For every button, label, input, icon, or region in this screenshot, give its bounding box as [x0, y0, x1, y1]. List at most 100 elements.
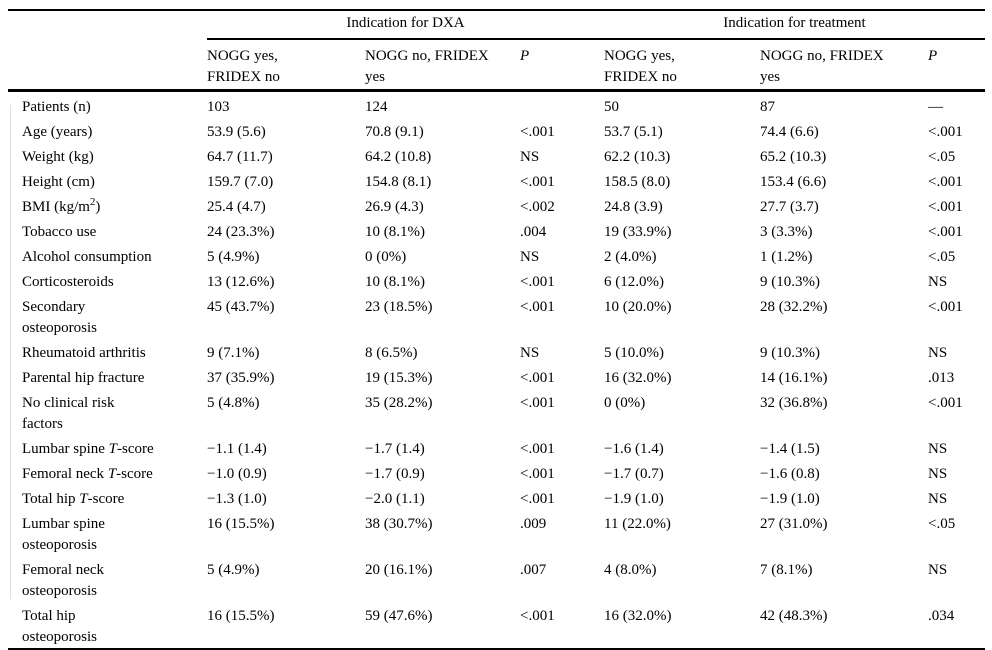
- table-row: Rheumatoid arthritis 9 (7.1%) 8 (6.5%) N…: [8, 339, 985, 364]
- cell: .004: [520, 223, 547, 240]
- cell: 74.4 (6.6): [760, 123, 819, 140]
- row-label: Weight (kg): [22, 148, 94, 165]
- cell: 20 (16.1%): [365, 561, 433, 578]
- cell: 16 (15.5%): [207, 515, 275, 532]
- cell: <.001: [928, 173, 963, 190]
- cell: 6 (12.0%): [604, 273, 664, 290]
- table-row: Secondary osteoporosis 45 (43.7%) 23 (18.…: [8, 293, 985, 339]
- group-header-treatment: Indication for treatment: [604, 10, 985, 40]
- cell: 38 (30.7%): [365, 515, 433, 532]
- group-header-row: Indication for DXA Indication for treatm…: [8, 10, 985, 40]
- cell: 159.7 (7.0): [207, 173, 274, 190]
- cell: NS: [520, 148, 540, 165]
- comparison-table: Indication for DXA Indication for treatm…: [8, 9, 985, 650]
- cell: −1.9 (1.0): [760, 490, 820, 507]
- cell: 153.4 (6.6): [760, 173, 827, 190]
- cell: .007: [520, 561, 547, 578]
- cell: 9 (10.3%): [760, 273, 820, 290]
- cell: −2.0 (1.1): [365, 490, 425, 507]
- row-label: Femoral neck osteoporosis: [22, 561, 105, 599]
- cell: −1.1 (1.4): [207, 440, 267, 457]
- cell: 53.9 (5.6): [207, 123, 266, 140]
- cell: <.001: [928, 123, 963, 140]
- cell: <.05: [928, 515, 956, 532]
- cell: 19 (15.3%): [365, 369, 433, 386]
- table-row: Height (cm) 159.7 (7.0) 154.8 (8.1) <.00…: [8, 168, 985, 193]
- row-label: Height (cm): [22, 173, 95, 190]
- cell: 87: [760, 98, 775, 115]
- row-label: Lumbar spine osteoporosis: [22, 515, 105, 553]
- table-row: Total hip T-score −1.3 (1.0) −2.0 (1.1) …: [8, 485, 985, 510]
- cell: 70.8 (9.1): [365, 123, 424, 140]
- cell: 13 (12.6%): [207, 273, 275, 290]
- table-row: Tobacco use 24 (23.3%) 10 (8.1%) .004 19…: [8, 218, 985, 243]
- table-row: Age (years) 53.9 (5.6) 70.8 (9.1) <.001 …: [8, 118, 985, 143]
- cell: .013: [928, 369, 955, 386]
- table-row: BMI (kg/m2) 25.4 (4.7) 26.9 (4.3) <.002 …: [8, 193, 985, 218]
- cell: <.001: [928, 223, 963, 240]
- cell: <.001: [928, 394, 963, 411]
- cell: 124: [365, 98, 388, 115]
- column-header-p-dxa: P: [520, 39, 604, 92]
- cell: NS: [928, 490, 948, 507]
- row-label: No clinical risk factors: [22, 394, 115, 432]
- table-row: Femoral neck T-score −1.0 (0.9) −1.7 (0.…: [8, 460, 985, 485]
- cell: <.001: [520, 173, 555, 190]
- cell: 7 (8.1%): [760, 561, 813, 578]
- cell: −1.7 (0.9): [365, 465, 425, 482]
- cell: 53.7 (5.1): [604, 123, 663, 140]
- column-header-nogg-no-dxa: NOGG no, FRIDEX yes: [365, 39, 520, 92]
- cell: 64.7 (11.7): [207, 148, 273, 165]
- cell: .009: [520, 515, 547, 532]
- cell: 65.2 (10.3): [760, 148, 827, 165]
- cell: −1.4 (1.5): [760, 440, 820, 457]
- cell: 103: [207, 98, 230, 115]
- cell: 158.5 (8.0): [604, 173, 671, 190]
- cell: 28 (32.2%): [760, 298, 828, 315]
- cell: 2 (4.0%): [604, 248, 657, 265]
- cell: NS: [520, 248, 540, 265]
- cell: 8 (6.5%): [365, 344, 418, 361]
- cell: 27 (31.0%): [760, 515, 828, 532]
- column-header-nogg-yes-treat: NOGG yes, FRIDEX no: [604, 39, 760, 92]
- table-row: Alcohol consumption 5 (4.9%) 0 (0%) NS 2…: [8, 243, 985, 268]
- cell: 10 (8.1%): [365, 223, 425, 240]
- cell: <.001: [520, 490, 555, 507]
- cell: NS: [520, 344, 540, 361]
- cell: 24.8 (3.9): [604, 198, 663, 215]
- row-label: Total hip T-score: [22, 490, 125, 507]
- table-row: Lumbar spine T-score −1.1 (1.4) −1.7 (1.…: [8, 435, 985, 460]
- cell: 5 (4.8%): [207, 394, 260, 411]
- row-label: Lumbar spine T-score: [22, 440, 154, 457]
- cell: <.002: [520, 198, 555, 215]
- column-header-empty: [8, 39, 207, 92]
- cell: 5 (4.9%): [207, 248, 260, 265]
- cell: 1 (1.2%): [760, 248, 813, 265]
- table-row: Parental hip fracture 37 (35.9%) 19 (15.…: [8, 364, 985, 389]
- cell: −1.6 (1.4): [604, 440, 664, 457]
- cell: 64.2 (10.8): [365, 148, 432, 165]
- table-row: No clinical risk factors 5 (4.8%) 35 (28.…: [8, 389, 985, 435]
- cell: −1.7 (1.4): [365, 440, 425, 457]
- cell: −1.0 (0.9): [207, 465, 267, 482]
- cell: NS: [928, 561, 948, 578]
- cell: 27.7 (3.7): [760, 198, 819, 215]
- group-header-dxa: Indication for DXA: [207, 10, 604, 40]
- column-header-row: NOGG yes, FRIDEX no NOGG no, FRIDEX yes P …: [8, 39, 985, 92]
- cell: 25.4 (4.7): [207, 198, 266, 215]
- cell: −1.6 (0.8): [760, 465, 820, 482]
- cell: <.05: [928, 148, 956, 165]
- table-row: Corticosteroids 13 (12.6%) 10 (8.1%) <.0…: [8, 268, 985, 293]
- cell: 50: [604, 98, 619, 115]
- cell: −1.3 (1.0): [207, 490, 267, 507]
- column-header-nogg-yes-dxa: NOGG yes, FRIDEX no: [207, 39, 365, 92]
- cell: NS: [928, 465, 948, 482]
- cell: <.001: [520, 394, 555, 411]
- cell: 9 (7.1%): [207, 344, 260, 361]
- row-label: Secondary osteoporosis: [22, 298, 97, 336]
- cell: 4 (8.0%): [604, 561, 657, 578]
- cell: <.001: [520, 298, 555, 315]
- cell: <.001: [520, 123, 555, 140]
- cell: —: [928, 98, 943, 115]
- cell: 32 (36.8%): [760, 394, 828, 411]
